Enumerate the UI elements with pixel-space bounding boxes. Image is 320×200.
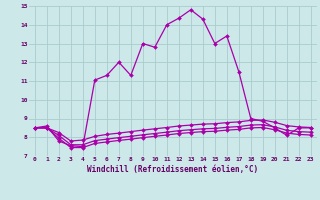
X-axis label: Windchill (Refroidissement éolien,°C): Windchill (Refroidissement éolien,°C) (87, 165, 258, 174)
